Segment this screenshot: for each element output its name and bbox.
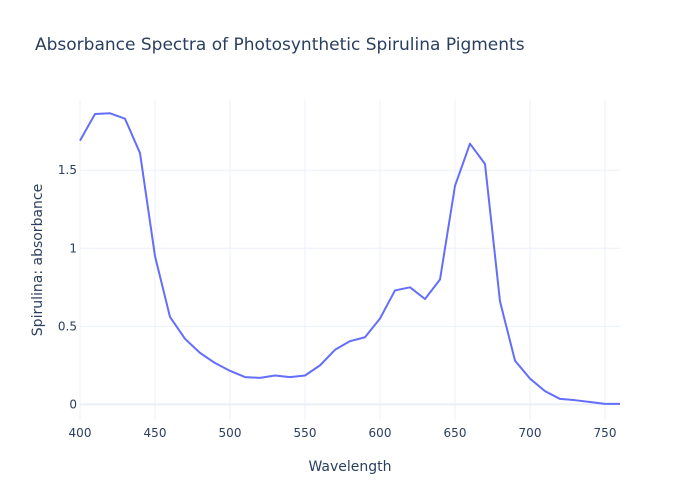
series-layer [79, 112, 620, 405]
x-tick-label: 500 [219, 426, 242, 440]
x-tick-label: 700 [519, 426, 542, 440]
tick-layer: 400 450 500 550 600 650 700 750 0 0.5 1 1.5 [58, 163, 617, 440]
y-tick-label: 1.5 [58, 163, 77, 177]
x-tick-label: 650 [444, 426, 467, 440]
y-tick-label: 1 [69, 241, 77, 255]
x-tick-label: 750 [594, 426, 617, 440]
chart-title: Absorbance Spectra of Photosynthetic Spi… [35, 35, 525, 55]
x-tick-label: 550 [294, 426, 317, 440]
y-tick-label: 0 [69, 397, 77, 411]
x-axis-title: Wavelength [308, 459, 391, 475]
grid-layer [79, 100, 620, 420]
x-tick-label: 450 [144, 426, 167, 440]
x-tick-label: 400 [69, 426, 92, 440]
x-tick-label: 600 [369, 426, 392, 440]
series-line [79, 112, 620, 405]
y-tick-label: 0.5 [58, 319, 77, 333]
y-axis-title: Spirulina: absorbance [30, 184, 46, 336]
